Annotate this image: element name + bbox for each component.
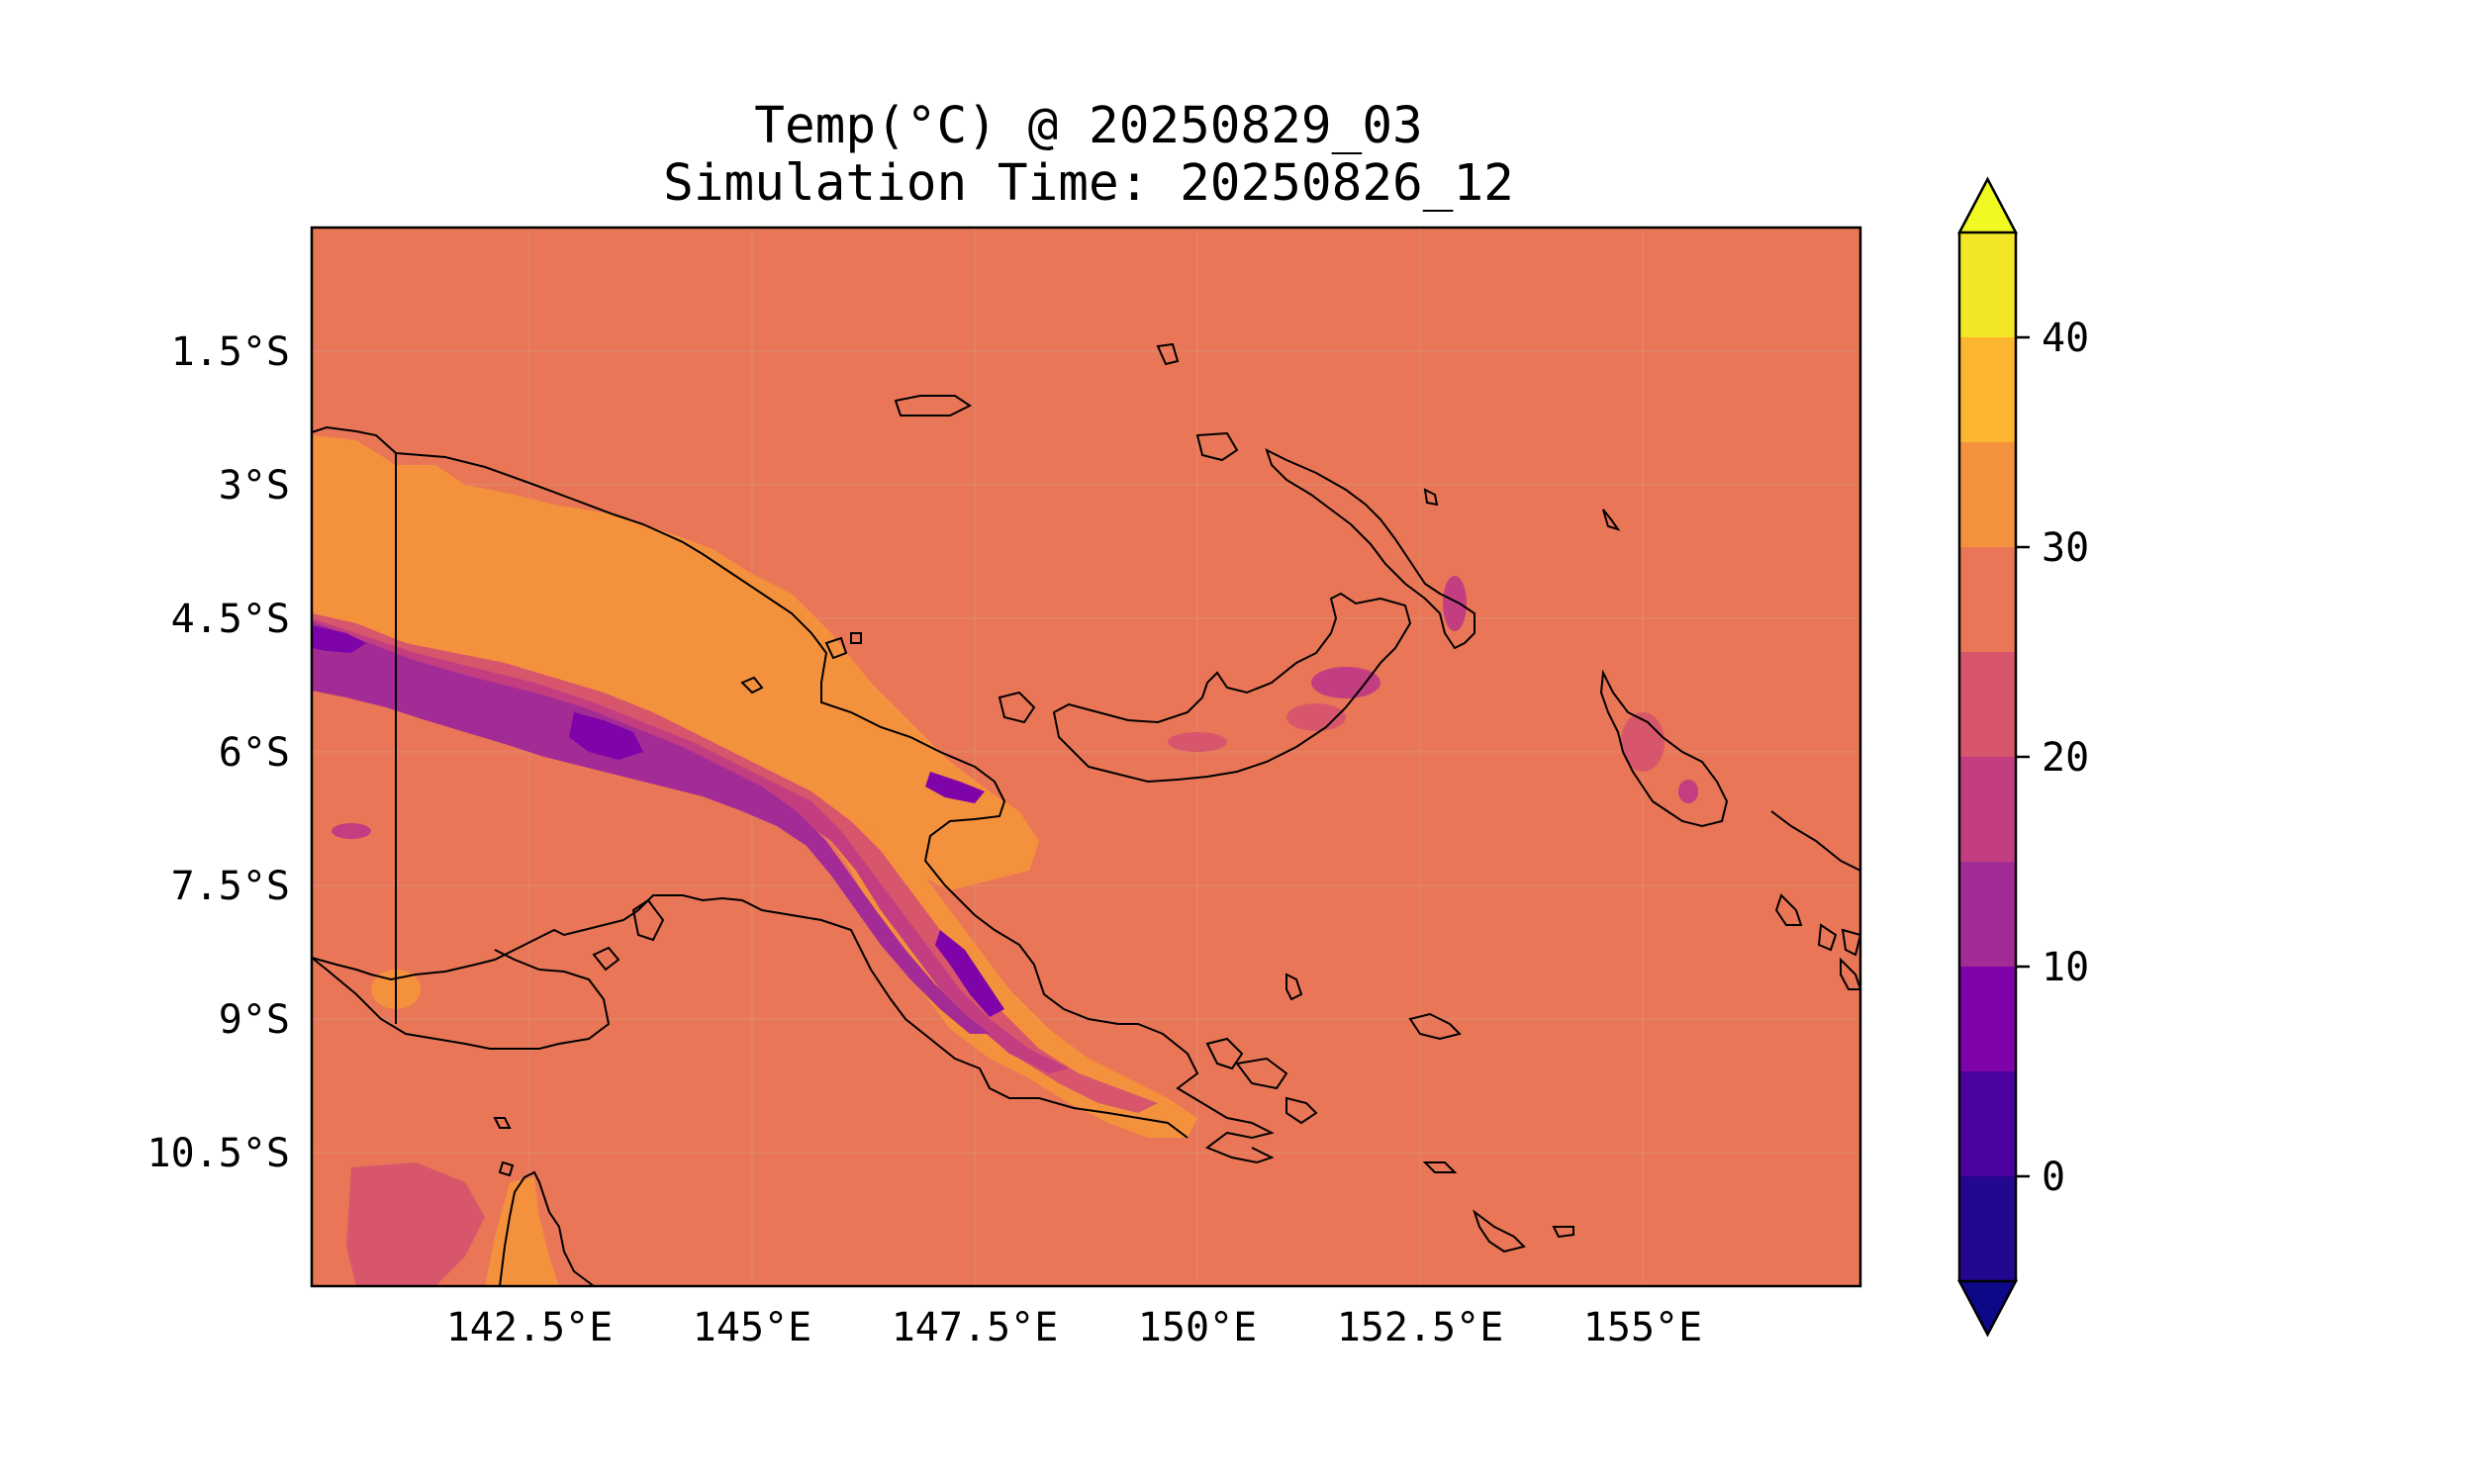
coastline-bougainville (1599, 669, 1729, 828)
x-tick-label: 145°E (693, 1305, 811, 1350)
colorbar-segment (1959, 547, 2016, 652)
coastline-newguinea-north (311, 425, 1275, 1164)
contour-30-35-north (312, 435, 1039, 890)
y-axis-ticks: 1.5°S 3°S 4.5°S 6°S 7.5°S 9°S 10.5°S (147, 329, 291, 1176)
y-tick-label: 4.5°S (171, 597, 290, 642)
coastline-south-bay (311, 949, 611, 1050)
y-tick-label: 7.5°S (171, 864, 290, 909)
coastline-newbritain (1052, 592, 1412, 784)
title-line-2: Simulation Time: 20250826_12 (663, 154, 1514, 213)
colorbar-over-extension (1956, 176, 2019, 234)
colorbar-tick-label: 20 (2042, 735, 2089, 781)
colorbar-segment (1959, 1071, 2016, 1176)
colorbar-segment (1959, 862, 2016, 967)
contour-patch-capeyork (346, 1162, 485, 1286)
contour-patch-newireland (1443, 576, 1467, 631)
colorbar-tick-label: 10 (2042, 945, 2089, 990)
y-tick-label: 10.5°S (147, 1131, 291, 1176)
contour-patch-newbritain-2 (1286, 703, 1346, 731)
coastlines (311, 342, 1862, 1287)
coastline-manus (894, 395, 972, 417)
coastline-island-n3 (1423, 488, 1439, 507)
title-line-1: Temp(°C) @ 20250829_03 (754, 97, 1423, 155)
coastline-island-n4 (1602, 509, 1621, 531)
coastline-trobriand (1285, 973, 1303, 1001)
y-tick-label: 9°S (219, 997, 290, 1043)
colorbar-tick-label: 0 (2042, 1155, 2065, 1200)
colorbar-segment (1959, 1176, 2016, 1281)
colorbar-segment (1959, 442, 2016, 547)
colorbar-segment (1959, 967, 2016, 1071)
y-tick-label: 1.5°S (171, 329, 290, 375)
contour-patch-newbritain (1311, 667, 1380, 698)
x-tick-label: 150°E (1138, 1305, 1257, 1350)
contour-10-15 (312, 621, 990, 1034)
coastline-newireland (1265, 448, 1475, 650)
coastline-coastal-islets (824, 632, 862, 660)
colorbar-tick-label: 40 (2042, 316, 2089, 361)
contour-patch-bougainville-2 (1678, 780, 1698, 803)
x-tick-label: 155°E (1583, 1305, 1702, 1350)
x-tick-label: 142.5°E (446, 1305, 614, 1350)
coastline-admiralty-small (740, 676, 1036, 724)
coastline-solomons (1770, 810, 1862, 990)
coastline-woodlark (1408, 1012, 1462, 1041)
contour-patch-newbritain-3 (1168, 732, 1227, 752)
coastline-fly-delta (592, 898, 665, 972)
map-panel (310, 226, 1862, 1288)
colorbar-segment (1959, 337, 2016, 442)
coastline-dentrecasteaux (1205, 1037, 1318, 1125)
coastline-island-n1 (1156, 342, 1180, 366)
x-tick-label: 147.5°E (892, 1305, 1059, 1350)
x-tick-label: 152.5°E (1337, 1305, 1504, 1350)
coastline-capeyork (499, 1170, 595, 1287)
colorbar-segment (1959, 652, 2016, 757)
coastline-island-n2 (1195, 431, 1239, 462)
colorbar: 0 10 20 30 40 (1956, 176, 2089, 1338)
y-tick-label: 6°S (219, 730, 290, 776)
coastline-newguinea-south (311, 894, 1189, 1139)
contour-patch-west (332, 823, 371, 839)
map-frame (310, 226, 1862, 1288)
colorbar-tick-label: 30 (2042, 525, 2089, 571)
coastline-louisiade (1422, 1161, 1574, 1253)
y-tick-label: 3°S (219, 463, 290, 509)
colorbar-segment (1959, 757, 2016, 862)
temperature-contours (312, 435, 1698, 1286)
x-axis-ticks: 142.5°E 145°E 147.5°E 150°E 152.5°E 155°E (446, 1305, 1703, 1350)
colorbar-segment (1959, 232, 2016, 337)
coastline-torres-islands (493, 1117, 515, 1177)
colorbar-under-extension (1956, 1279, 2019, 1338)
